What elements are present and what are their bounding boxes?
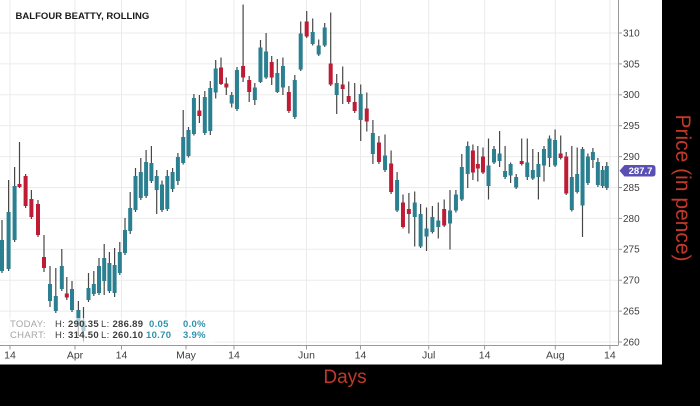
svg-text:285: 285 xyxy=(623,183,640,194)
svg-text:290: 290 xyxy=(623,152,640,163)
svg-text:H: 314.50: H: 314.50 xyxy=(55,330,99,341)
svg-text:270: 270 xyxy=(623,276,640,287)
svg-text:14: 14 xyxy=(479,350,491,362)
svg-text:Jul: Jul xyxy=(422,350,435,362)
svg-text:BALFOUR BEATTY, ROLLING: BALFOUR BEATTY, ROLLING xyxy=(16,11,150,22)
svg-text:Days: Days xyxy=(323,367,366,388)
svg-text:3.9%: 3.9% xyxy=(183,330,206,341)
svg-text:May: May xyxy=(176,350,197,362)
svg-text:TODAY:: TODAY: xyxy=(10,319,46,330)
svg-text:295: 295 xyxy=(623,121,640,132)
svg-text:Jun: Jun xyxy=(298,350,315,362)
svg-text:14: 14 xyxy=(228,350,240,362)
svg-text:14: 14 xyxy=(604,350,616,362)
svg-text:Apr: Apr xyxy=(67,350,84,362)
svg-text:260: 260 xyxy=(623,337,640,348)
svg-text:H: 290.35: H: 290.35 xyxy=(55,319,99,330)
svg-text:300: 300 xyxy=(623,90,640,101)
svg-text:14: 14 xyxy=(4,350,16,362)
svg-text:0.05: 0.05 xyxy=(149,319,169,330)
svg-text:10.70: 10.70 xyxy=(146,330,171,341)
svg-text:Price (in pence): Price (in pence) xyxy=(671,114,694,261)
svg-text:14: 14 xyxy=(116,350,128,362)
svg-text:CHART:: CHART: xyxy=(10,330,46,341)
svg-text:0.0%: 0.0% xyxy=(183,319,206,330)
svg-text:Aug: Aug xyxy=(546,350,565,362)
svg-text:280: 280 xyxy=(623,214,640,225)
svg-text:287.7: 287.7 xyxy=(629,166,653,177)
svg-text:265: 265 xyxy=(623,307,640,318)
svg-text:L: 286.89: L: 286.89 xyxy=(101,319,143,330)
svg-text:14: 14 xyxy=(355,350,367,362)
svg-text:L: 260.10: L: 260.10 xyxy=(101,330,143,341)
svg-text:310: 310 xyxy=(623,28,640,39)
svg-text:275: 275 xyxy=(623,245,640,256)
svg-text:305: 305 xyxy=(623,59,640,70)
